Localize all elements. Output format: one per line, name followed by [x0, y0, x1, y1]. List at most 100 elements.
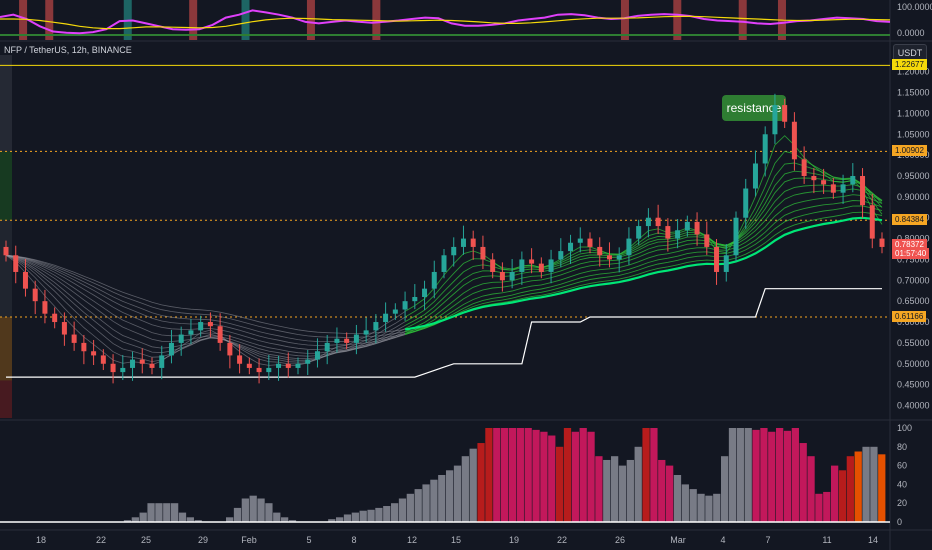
histogram-bar	[728, 428, 737, 522]
histogram-bar	[265, 503, 273, 522]
price-tick-label: 0.90000	[897, 192, 930, 202]
candle-body	[704, 234, 710, 247]
candle-body	[412, 297, 418, 302]
ma-ribbon-line	[5, 254, 406, 354]
candle-body	[752, 163, 758, 189]
x-tick-label: 11	[822, 535, 831, 545]
histogram-bar	[807, 456, 815, 522]
price-tick-label: 0.60000	[897, 317, 930, 327]
histogram-bar	[367, 509, 375, 522]
candle-body	[879, 238, 885, 247]
histogram-bar	[328, 519, 336, 522]
price-tick-label: 1.05000	[897, 129, 930, 139]
candle-body	[490, 259, 496, 272]
candle-body	[237, 355, 243, 364]
ma-ribbon-line	[404, 200, 883, 335]
candle-body	[470, 238, 476, 247]
histogram-bar	[194, 520, 202, 522]
histogram-bar	[485, 428, 493, 522]
candle-body	[276, 363, 282, 368]
candle-body	[499, 271, 505, 281]
candle-body	[266, 367, 272, 373]
candle-body	[373, 322, 379, 331]
ma-ribbon-line	[404, 205, 883, 334]
histogram-bar	[548, 435, 556, 522]
candle-body	[61, 322, 67, 335]
histogram-bar	[752, 429, 760, 522]
candle-body	[100, 355, 106, 364]
x-tick-label: 14	[868, 535, 878, 545]
histogram-bar	[171, 503, 179, 522]
histogram-bar	[139, 512, 147, 522]
candle-body	[665, 226, 671, 239]
histogram-bar	[831, 465, 839, 522]
candle-body	[22, 271, 28, 289]
candle-body	[314, 351, 320, 360]
ma-ribbon-line	[5, 254, 406, 360]
price-tick-label: 0.65000	[897, 296, 930, 306]
histogram-bar	[713, 493, 721, 522]
candle-body	[684, 221, 690, 231]
histogram-bar	[721, 456, 729, 522]
x-tick-label: 18	[36, 535, 46, 545]
histogram-bar	[862, 446, 870, 522]
histogram-bar	[744, 428, 752, 522]
candle-body	[860, 176, 866, 206]
histogram-bar	[642, 428, 650, 522]
candle-body	[548, 259, 554, 272]
oscillator-highlight-bar	[306, 0, 315, 40]
histogram-bar	[799, 443, 807, 522]
currency-button[interactable]: USDT	[893, 44, 927, 62]
x-tick-label: Feb	[241, 535, 257, 545]
candle-body	[538, 263, 544, 272]
price-tick-label: 1.10000	[897, 108, 930, 118]
ma-ribbon-line	[5, 254, 406, 338]
zone-shade	[0, 380, 12, 418]
histogram-bar	[406, 493, 414, 522]
histogram-bar	[626, 459, 634, 522]
candle-body	[723, 255, 729, 272]
candle-body	[71, 334, 77, 343]
candle-body	[324, 342, 330, 352]
candle-body	[110, 363, 116, 373]
candle-body	[480, 246, 486, 260]
candle-body	[655, 217, 661, 227]
histogram-bar	[131, 517, 139, 522]
candle-body	[762, 134, 768, 164]
candle-body	[626, 238, 632, 256]
histogram-bar	[673, 475, 682, 522]
histogram-bar	[697, 493, 705, 522]
candle-body	[791, 121, 797, 160]
histogram-bar	[595, 456, 603, 522]
histogram-bar	[336, 517, 344, 522]
histogram-bar	[846, 456, 854, 522]
histogram-bar	[603, 459, 611, 522]
histogram-bar	[288, 520, 297, 522]
price-tick-label: 0.50000	[897, 359, 930, 369]
candle-body	[295, 363, 301, 368]
candle-body	[81, 342, 87, 352]
candle-body	[198, 322, 204, 331]
ma-ribbon-line	[5, 254, 406, 350]
histogram-bar	[532, 429, 540, 522]
candle-body	[636, 226, 642, 239]
candle-body	[558, 251, 564, 260]
candle-body	[3, 246, 9, 256]
histogram-bar	[226, 517, 234, 522]
histogram-bar	[791, 428, 799, 522]
histogram-bar	[540, 431, 548, 522]
ma-ribbon-line	[404, 188, 883, 334]
histogram-bar	[233, 507, 242, 522]
histogram-tick-label: 60	[897, 461, 907, 471]
candle-body	[246, 363, 252, 368]
candle-body	[363, 330, 369, 335]
x-tick-label: 5	[306, 535, 311, 545]
ma-ribbon-line	[404, 135, 883, 312]
histogram-bar	[838, 470, 847, 522]
zone-shade	[0, 55, 12, 152]
candle-body	[460, 238, 466, 247]
candle-body	[256, 367, 262, 373]
candle-body	[529, 259, 535, 264]
histogram-bar	[878, 454, 886, 522]
